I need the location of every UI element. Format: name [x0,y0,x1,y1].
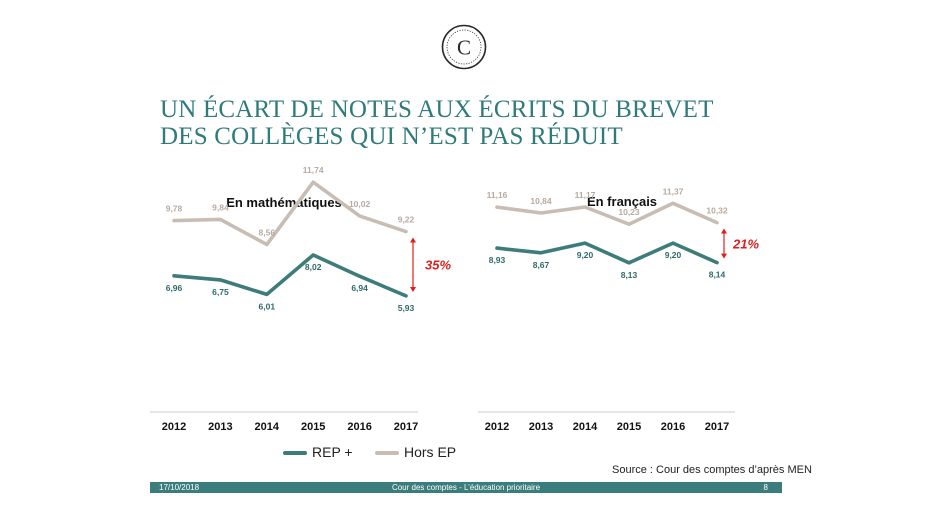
data-label-math-hors-ep-2017: 9,22 [398,215,415,225]
source-note: Source : Cour des comptes d’après MEN [612,464,812,476]
data-label-math-rep-plus-2012: 6,96 [166,283,183,293]
data-label-francais-hors-ep-2015: 10,23 [618,207,640,217]
data-label-francais-hors-ep-2013: 10,84 [530,196,552,206]
gap-arrow-head-bottom-francais [721,253,727,259]
legend-swatch-hors-ep [375,451,399,456]
data-label-math-rep-plus-2015: 8,02 [305,262,322,272]
data-label-francais-rep-plus-2012: 8,93 [489,255,506,265]
data-label-math-hors-ep-2014: 8,56 [259,228,276,238]
x-tick-math-2013: 2013 [208,421,232,433]
gap-label-math: 35% [425,258,451,273]
data-label-francais-hors-ep-2017: 10,32 [706,206,728,216]
footer-date: 17/10/2018 [159,483,200,492]
chart-title-math: En mathématiques [226,195,342,210]
data-label-math-hors-ep-2015: 11,74 [303,165,324,175]
footer-title: Cour des comptes - L’éducation prioritai… [391,483,541,492]
legend-item-rep-plus: REP + [283,444,353,460]
data-label-francais-hors-ep-2012: 11,16 [487,190,508,200]
x-tick-math-2012: 2012 [162,421,186,433]
x-tick-math-2015: 2015 [301,421,325,433]
title-line-1: UN ÉCART DE NOTES AUX ÉCRITS DU BREVET [160,96,714,123]
data-label-francais-hors-ep-2016: 11,37 [663,186,684,196]
data-label-math-rep-plus-2014: 6,01 [259,301,276,311]
data-label-math-hors-ep-2013: 9,84 [212,202,229,212]
x-tick-francais-2015: 2015 [617,421,641,433]
data-label-math-hors-ep-2016: 10,02 [349,199,371,209]
legend-label-rep-plus: REP + [312,444,353,460]
x-tick-math-2014: 2014 [255,421,280,433]
data-label-math-rep-plus-2016: 6,94 [351,283,368,293]
x-tick-francais-2016: 2016 [661,421,685,433]
footer-bar: 17/10/2018 Cour des comptes - L’éducatio… [150,482,782,493]
x-tick-francais-2017: 2017 [705,421,729,433]
data-label-francais-rep-plus-2015: 8,13 [621,270,638,280]
chart-title-francais: En français [587,194,657,209]
x-tick-francais-2014: 2014 [573,421,598,433]
x-tick-francais-2012: 2012 [485,421,509,433]
data-label-francais-rep-plus-2013: 8,67 [533,260,550,270]
series-line-math-hors-ep [172,180,408,247]
legend-swatch-rep-plus [283,451,307,456]
data-label-francais-hors-ep-2014: 11,17 [575,190,596,200]
data-label-francais-rep-plus-2016: 9,20 [665,250,682,260]
data-label-math-rep-plus-2017: 5,93 [398,303,415,313]
x-tick-francais-2013: 2013 [529,421,553,433]
cour-des-comptes-logo: C [441,24,487,70]
series-line-francais-rep-plus [495,241,719,265]
x-tick-math-2017: 2017 [394,421,418,433]
series-line-math-rep-plus [172,253,408,298]
x-tick-math-2016: 2016 [347,421,371,433]
footer-page-number: 8 [763,483,768,492]
gap-arrow-head-top-math [410,237,416,243]
title-line-2: DES COLLÈGES QUI N’EST PAS RÉDUIT [160,123,623,150]
series-line-francais-hors-ep [495,201,719,226]
svg-text:C: C [457,36,471,60]
legend-item-hors-ep: Hors EP [375,444,456,460]
data-label-francais-rep-plus-2017: 8,14 [709,270,726,280]
gap-arrow-head-bottom-math [410,286,416,292]
gap-arrow-head-top-francais [721,228,727,234]
gap-label-francais: 21% [732,237,759,252]
data-label-math-hors-ep-2012: 9,78 [166,204,183,214]
slide-title: UN ÉCART DE NOTES AUX ÉCRITS DU BREVET D… [160,96,714,150]
data-label-francais-rep-plus-2014: 9,20 [577,250,594,260]
data-label-math-rep-plus-2013: 6,75 [212,287,229,297]
legend-label-hors-ep: Hors EP [404,444,457,460]
